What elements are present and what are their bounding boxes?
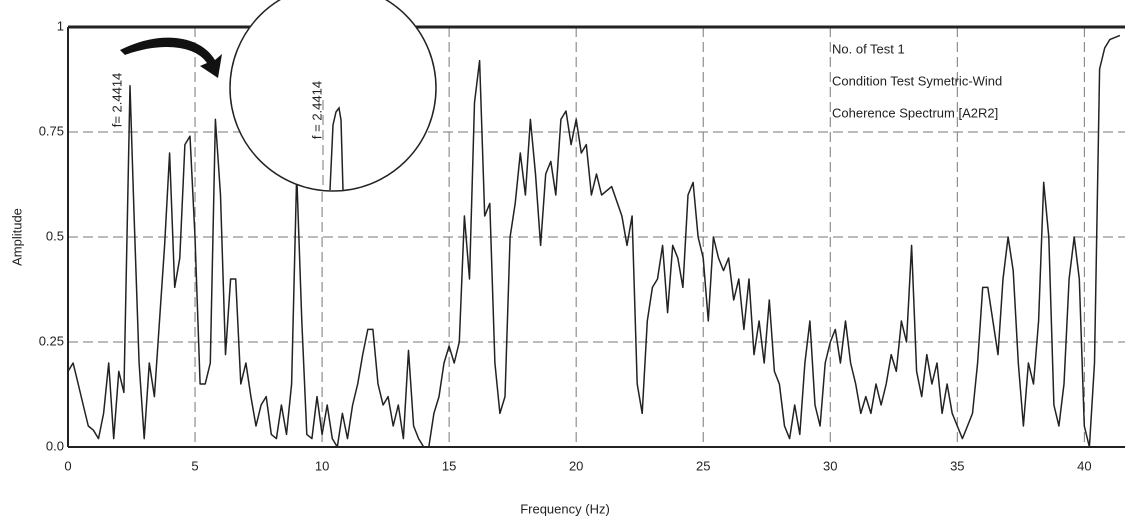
y-tick-label: 0.75 (39, 123, 64, 138)
y-axis-label: Amplitude (9, 208, 24, 266)
y-tick-label: 0.25 (39, 333, 64, 348)
inset-annotation: f = 2.4414 (309, 81, 324, 139)
x-tick-label: 10 (315, 458, 329, 473)
x-tick-label: 15 (442, 458, 456, 473)
inset: f = 2.4414 (229, 0, 437, 192)
x-tick-label: 5 (191, 458, 198, 473)
inset-circle (229, 0, 437, 192)
x-tick-label: 20 (569, 458, 583, 473)
inset-peak (329, 106, 344, 191)
y-tick-label: 0.5 (46, 228, 64, 243)
legend-line: Coherence Spectrum [A2R2] (832, 105, 998, 120)
peak-annotation: f= 2.4414 (109, 73, 124, 128)
x-tick-label: 30 (823, 458, 837, 473)
series-line (67, 34, 1121, 448)
arrow (120, 37, 222, 78)
x-tick-label: 35 (950, 458, 964, 473)
legend-line: No. of Test 1 (832, 41, 905, 56)
x-tick-label: 40 (1077, 458, 1091, 473)
x-tick-label: 25 (696, 458, 710, 473)
x-axis-label: Frequency (Hz) (520, 501, 610, 516)
x-tick-label: 0 (64, 458, 71, 473)
y-tick-label: 0.0 (46, 438, 64, 453)
y-tick-label: 1 (57, 18, 64, 33)
legend-line: Condition Test Symetric-Wind (832, 73, 1002, 88)
